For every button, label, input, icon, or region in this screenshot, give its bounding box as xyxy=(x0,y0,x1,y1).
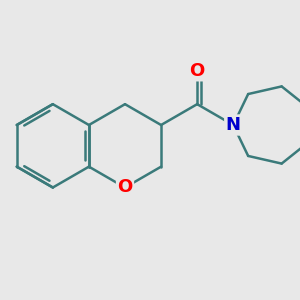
Text: N: N xyxy=(226,116,241,134)
Text: N: N xyxy=(226,116,241,134)
Text: O: O xyxy=(117,178,133,196)
Text: O: O xyxy=(190,62,205,80)
Text: O: O xyxy=(117,178,133,196)
Text: O: O xyxy=(190,62,205,80)
